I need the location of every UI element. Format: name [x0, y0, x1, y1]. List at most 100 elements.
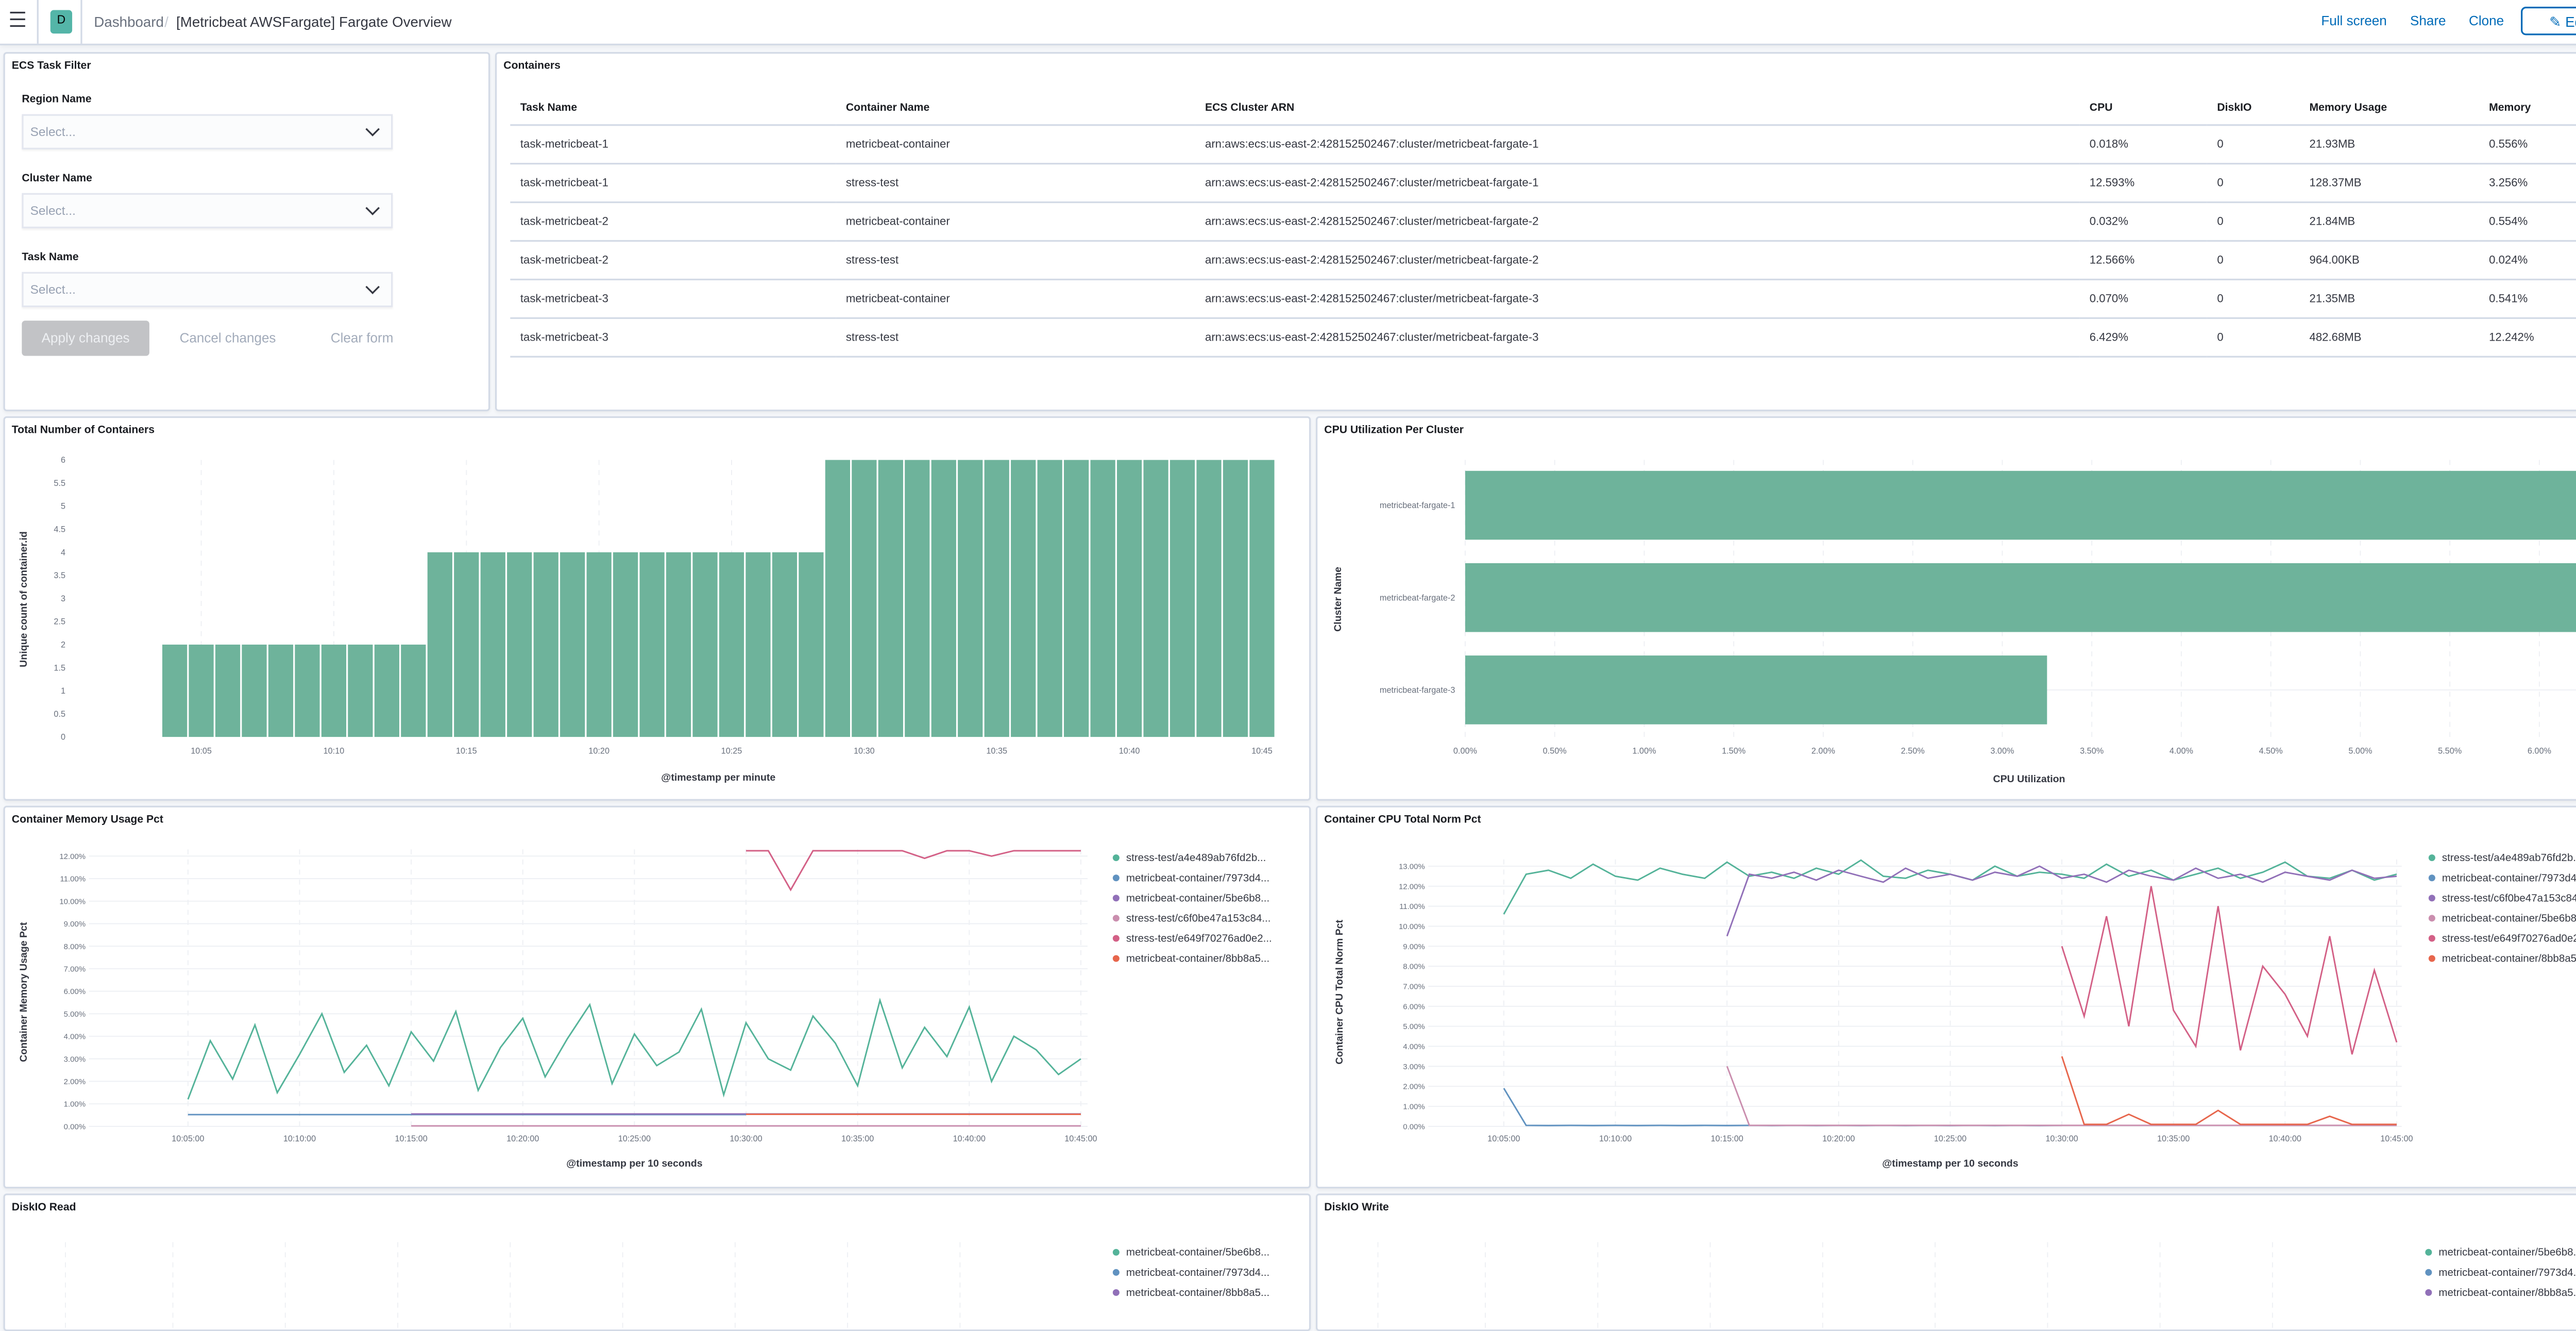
series-line	[1726, 865, 2397, 937]
bar	[1465, 655, 2047, 725]
legend-item: stress-test/a4e489ab76fd2b...	[1126, 852, 1266, 864]
legend-item: metricbeat-container/8bb8a5...	[2442, 953, 2576, 965]
x-tick-label: 10:25:00	[618, 1134, 651, 1143]
y-tick-label: 0.00%	[64, 1122, 86, 1131]
clone-link[interactable]: Clone	[2469, 13, 2504, 29]
bar	[878, 460, 903, 737]
legend-dot	[2428, 955, 2435, 962]
panel-title: DiskIO Write	[1324, 1202, 1389, 1214]
cpu-norm-chart: 10:05:00 10:10:00 10:15:00 10:20:00 10:25:00…	[1334, 852, 2576, 1169]
x-tick-label: 5.50%	[2438, 747, 2462, 756]
series-line	[2061, 1056, 2397, 1125]
legend-item: stress-test/e649f70276ad0e2...	[1126, 933, 1272, 945]
table-row: task-metricbeat-1 metricbeat-container arn…	[510, 125, 2576, 165]
y-tick-label: 5	[61, 502, 65, 511]
edit-button[interactable]: ✎ Edit	[2521, 7, 2576, 36]
legend-dot	[2425, 1289, 2432, 1296]
y-tick-label: 5.00%	[1403, 1022, 1425, 1031]
y-tick-label: 4.00%	[1403, 1042, 1425, 1051]
bar	[427, 552, 452, 737]
breadcrumb-dashboard[interactable]: Dashboard	[94, 13, 164, 30]
column-header[interactable]: DiskIO	[2207, 90, 2299, 126]
x-axis-title: @timestamp per 10 seconds	[566, 1158, 703, 1169]
bar	[507, 552, 532, 737]
y-tick-label: 2.5	[54, 617, 65, 627]
chevron-down-icon	[365, 280, 380, 294]
x-tick-label: 10:45	[1251, 747, 1273, 756]
bar	[295, 644, 320, 737]
series-line	[1503, 1088, 2062, 1126]
x-axis-title: @timestamp per 10 seconds	[1882, 1158, 2019, 1169]
table-cell: arn:aws:ecs:us-east-2:428152502467:clust…	[1195, 202, 2080, 242]
clear-form-button[interactable]: Clear form	[330, 330, 394, 346]
y-axis-title: Cluster Name	[1332, 567, 1344, 632]
table-header-row: Task Name Container Name ECS Cluster ARN CP…	[510, 90, 2576, 126]
y-axis-title: Unique count of container.id	[18, 531, 29, 667]
y-tick-label: 0	[61, 733, 65, 742]
apply-changes-button[interactable]: Apply changes	[22, 321, 149, 356]
panel-title: ECS Task Filter	[11, 60, 91, 73]
table-cell: 0	[2207, 202, 2299, 242]
y-tick-label: 11.00%	[1399, 902, 1425, 911]
cancel-changes-button[interactable]: Cancel changes	[179, 330, 276, 346]
cluster-name-select[interactable]: Select...	[22, 193, 393, 229]
table-row: task-metricbeat-1 stress-test arn:aws:ecs:…	[510, 163, 2576, 204]
table-cell: stress-test	[836, 163, 1195, 204]
table-row: task-metricbeat-2 stress-test arn:aws:ecs:…	[510, 241, 2576, 281]
diskio-read-panel: DiskIO Read metricbeat-container/5be6b8.…	[3, 1193, 1311, 1331]
x-tick-label: 10:25	[721, 747, 742, 756]
legend-dot	[1112, 935, 1120, 942]
bar	[719, 552, 744, 737]
series-line	[746, 850, 1081, 891]
table-cell: 0	[2207, 241, 2299, 281]
panel-title: Containers	[503, 60, 561, 73]
column-header[interactable]: Task Name	[510, 90, 836, 126]
column-header[interactable]: Memory Usage	[2299, 90, 2479, 126]
y-tick-label: 10.00%	[59, 897, 86, 906]
column-header[interactable]: ECS Cluster ARN	[1195, 90, 2080, 126]
menu-icon[interactable]	[10, 11, 25, 29]
x-axis-title: @timestamp per minute	[661, 772, 775, 783]
table-cell: 0	[2207, 125, 2299, 165]
x-tick-label: 10:30	[854, 747, 875, 756]
column-header[interactable]: Memory	[2479, 90, 2576, 126]
y-axis-title: Container CPU Total Norm Pct	[1334, 919, 1345, 1064]
legend-dot	[2425, 1269, 2432, 1276]
legend-item: stress-test/e649f70276ad0e2...	[2442, 933, 2576, 945]
table-cell: 0.018%	[2079, 125, 2207, 165]
region-name-select[interactable]: Select...	[22, 114, 393, 149]
table-cell: 0.070%	[2079, 279, 2207, 319]
bar	[799, 552, 824, 737]
space-avatar[interactable]: D	[50, 10, 73, 34]
bar	[905, 460, 930, 737]
full-screen-link[interactable]: Full screen	[2321, 13, 2387, 29]
x-tick-label: 10:05:00	[172, 1134, 204, 1143]
cpu-per-cluster-panel: CPU Utilization Per Cluster 0.00% 0.50% 1.…	[1316, 416, 2576, 801]
column-header[interactable]: Container Name	[836, 90, 1195, 126]
table-row: task-metricbeat-3 stress-test arn:aws:ecs:…	[510, 318, 2576, 358]
bar	[692, 552, 718, 737]
bar	[745, 552, 771, 737]
series-line	[187, 998, 1081, 1100]
column-header[interactable]: CPU	[2079, 90, 2207, 126]
legend-item: metricbeat-container/5be6b8...	[1126, 892, 1269, 904]
bar	[1116, 460, 1142, 737]
legend-item: metricbeat-container/5be6b8...	[2438, 1246, 2576, 1258]
top-header: D Dashboard / [Metricbeat AWSFargate] Fa…	[0, 0, 2576, 45]
y-tick-label: 6.00%	[64, 987, 86, 996]
legend-dot	[1112, 1289, 1120, 1296]
panel-title: CPU Utilization Per Cluster	[1324, 425, 1464, 436]
x-tick-label: 10:40	[1119, 747, 1140, 756]
task-name-select[interactable]: Select...	[22, 272, 393, 308]
bar	[189, 644, 214, 737]
y-tick-label: 5.00%	[64, 1010, 86, 1019]
share-link[interactable]: Share	[2410, 13, 2446, 29]
y-tick-label: 2.00%	[1403, 1083, 1425, 1091]
x-tick-label: 10:10	[324, 747, 345, 756]
legend-item: metricbeat-container/8bb8a5...	[2438, 1287, 2576, 1299]
divider	[80, 0, 82, 44]
chevron-down-icon	[365, 201, 380, 215]
bar	[560, 552, 585, 737]
x-tick-label: 1.50%	[1722, 747, 1745, 756]
